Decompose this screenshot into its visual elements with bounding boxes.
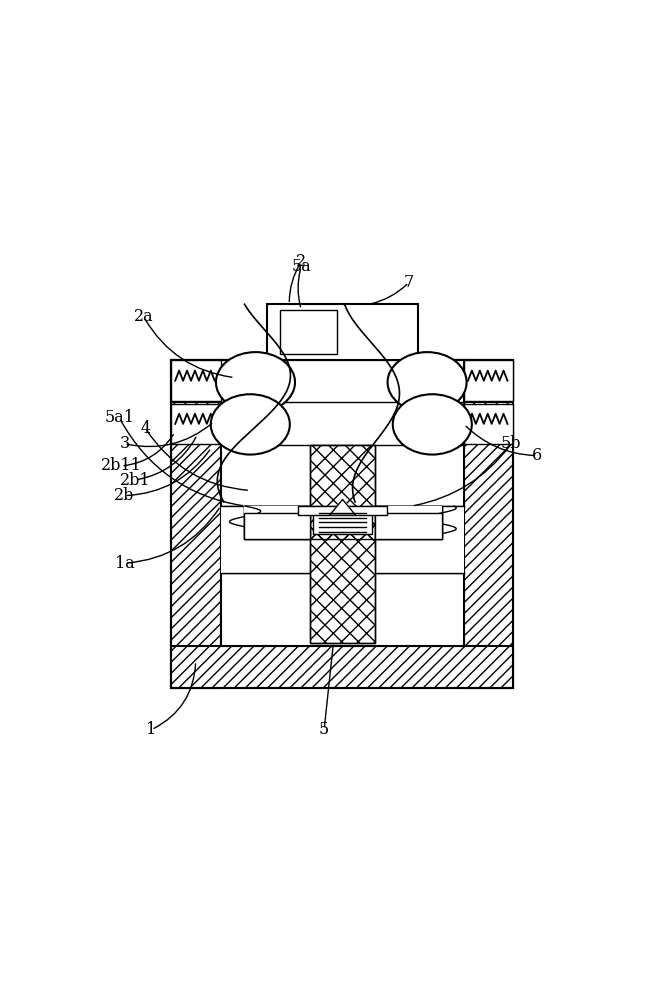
Bar — [244, 506, 442, 539]
Bar — [171, 360, 513, 402]
Text: 4: 4 — [140, 420, 150, 437]
Bar — [171, 360, 221, 688]
Bar — [244, 506, 442, 539]
Text: 1a: 1a — [115, 555, 134, 572]
Bar — [244, 506, 310, 539]
Ellipse shape — [388, 352, 466, 412]
Bar — [310, 445, 375, 643]
Bar — [280, 310, 337, 354]
Ellipse shape — [211, 394, 290, 455]
Bar — [244, 513, 310, 539]
Bar — [221, 360, 464, 646]
Bar — [221, 506, 464, 573]
Bar — [171, 646, 513, 688]
Text: 3: 3 — [119, 435, 130, 452]
Bar — [299, 506, 386, 515]
Bar — [313, 511, 372, 534]
Text: 2b11: 2b11 — [101, 457, 142, 474]
Bar — [464, 360, 513, 401]
Ellipse shape — [216, 352, 295, 412]
Text: 2: 2 — [296, 253, 306, 270]
Text: 5: 5 — [319, 721, 329, 738]
Text: 7: 7 — [404, 274, 414, 291]
Text: 5b: 5b — [501, 435, 521, 452]
Ellipse shape — [393, 394, 472, 455]
Text: 6: 6 — [532, 447, 542, 464]
Text: 2a: 2a — [134, 308, 154, 325]
Bar — [171, 404, 221, 444]
Bar — [310, 445, 375, 643]
Bar — [171, 360, 221, 401]
Text: 2b1: 2b1 — [119, 472, 150, 489]
Text: 5a: 5a — [291, 258, 311, 275]
Polygon shape — [329, 499, 356, 515]
Bar — [464, 360, 513, 688]
Bar — [464, 404, 513, 444]
Bar — [375, 506, 442, 539]
Text: 2b: 2b — [114, 487, 135, 504]
Bar — [375, 513, 442, 539]
Bar — [171, 360, 513, 688]
Bar — [267, 304, 418, 360]
Text: 1: 1 — [146, 721, 156, 738]
Text: 5a1: 5a1 — [104, 409, 134, 426]
